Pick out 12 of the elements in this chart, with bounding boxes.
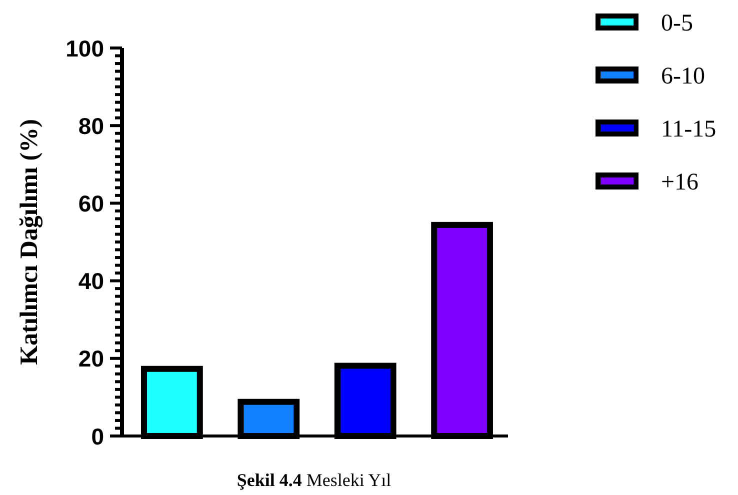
y-tick-label: 100 [66, 35, 104, 62]
y-tick-label: 0 [91, 423, 104, 450]
y-tick-label: 80 [78, 112, 104, 139]
x-axis-title: Şekil 4.4 Mesleki Yıl [236, 470, 392, 490]
legend-label: 11-15 [661, 116, 716, 142]
y-tick-label: 60 [78, 190, 104, 216]
y-tick-label: 20 [78, 346, 104, 372]
y-axis-title: Katılımcı Dağılımı (%) [16, 119, 43, 365]
legend-label: 0-5 [661, 10, 693, 36]
legend-label: +16 [661, 169, 699, 196]
legend-label: 6-10 [661, 63, 705, 90]
y-tick-label: 40 [78, 268, 104, 294]
